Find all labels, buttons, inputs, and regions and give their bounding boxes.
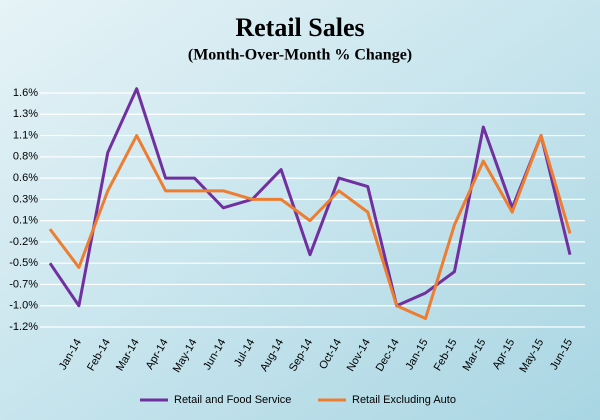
y-tick-label: -0.5% [9, 257, 38, 269]
series-line [48, 134, 572, 320]
y-tick-label: -1.0% [9, 300, 38, 312]
y-tick-label: 0.6% [13, 172, 38, 184]
series-line [48, 87, 572, 308]
y-tick-label: -0.2% [9, 236, 38, 248]
legend-label: Retail Excluding Auto [352, 394, 456, 406]
chart-title: Retail Sales [235, 13, 364, 42]
y-tick-label: -1.2% [9, 321, 38, 333]
y-tick-label: 0.3% [13, 193, 38, 205]
y-tick-label: 1.3% [13, 108, 38, 120]
y-tick-label: 0.1% [13, 215, 38, 227]
chart-subtitle: (Month-Over-Month % Change) [188, 47, 412, 64]
y-tick-label: 1.6% [13, 87, 38, 99]
legend-label: Retail and Food Service [174, 394, 291, 406]
y-tick-label: -0.7% [9, 278, 38, 290]
y-tick-label: 0.8% [13, 151, 38, 163]
y-tick-label: 1.1% [13, 129, 38, 141]
